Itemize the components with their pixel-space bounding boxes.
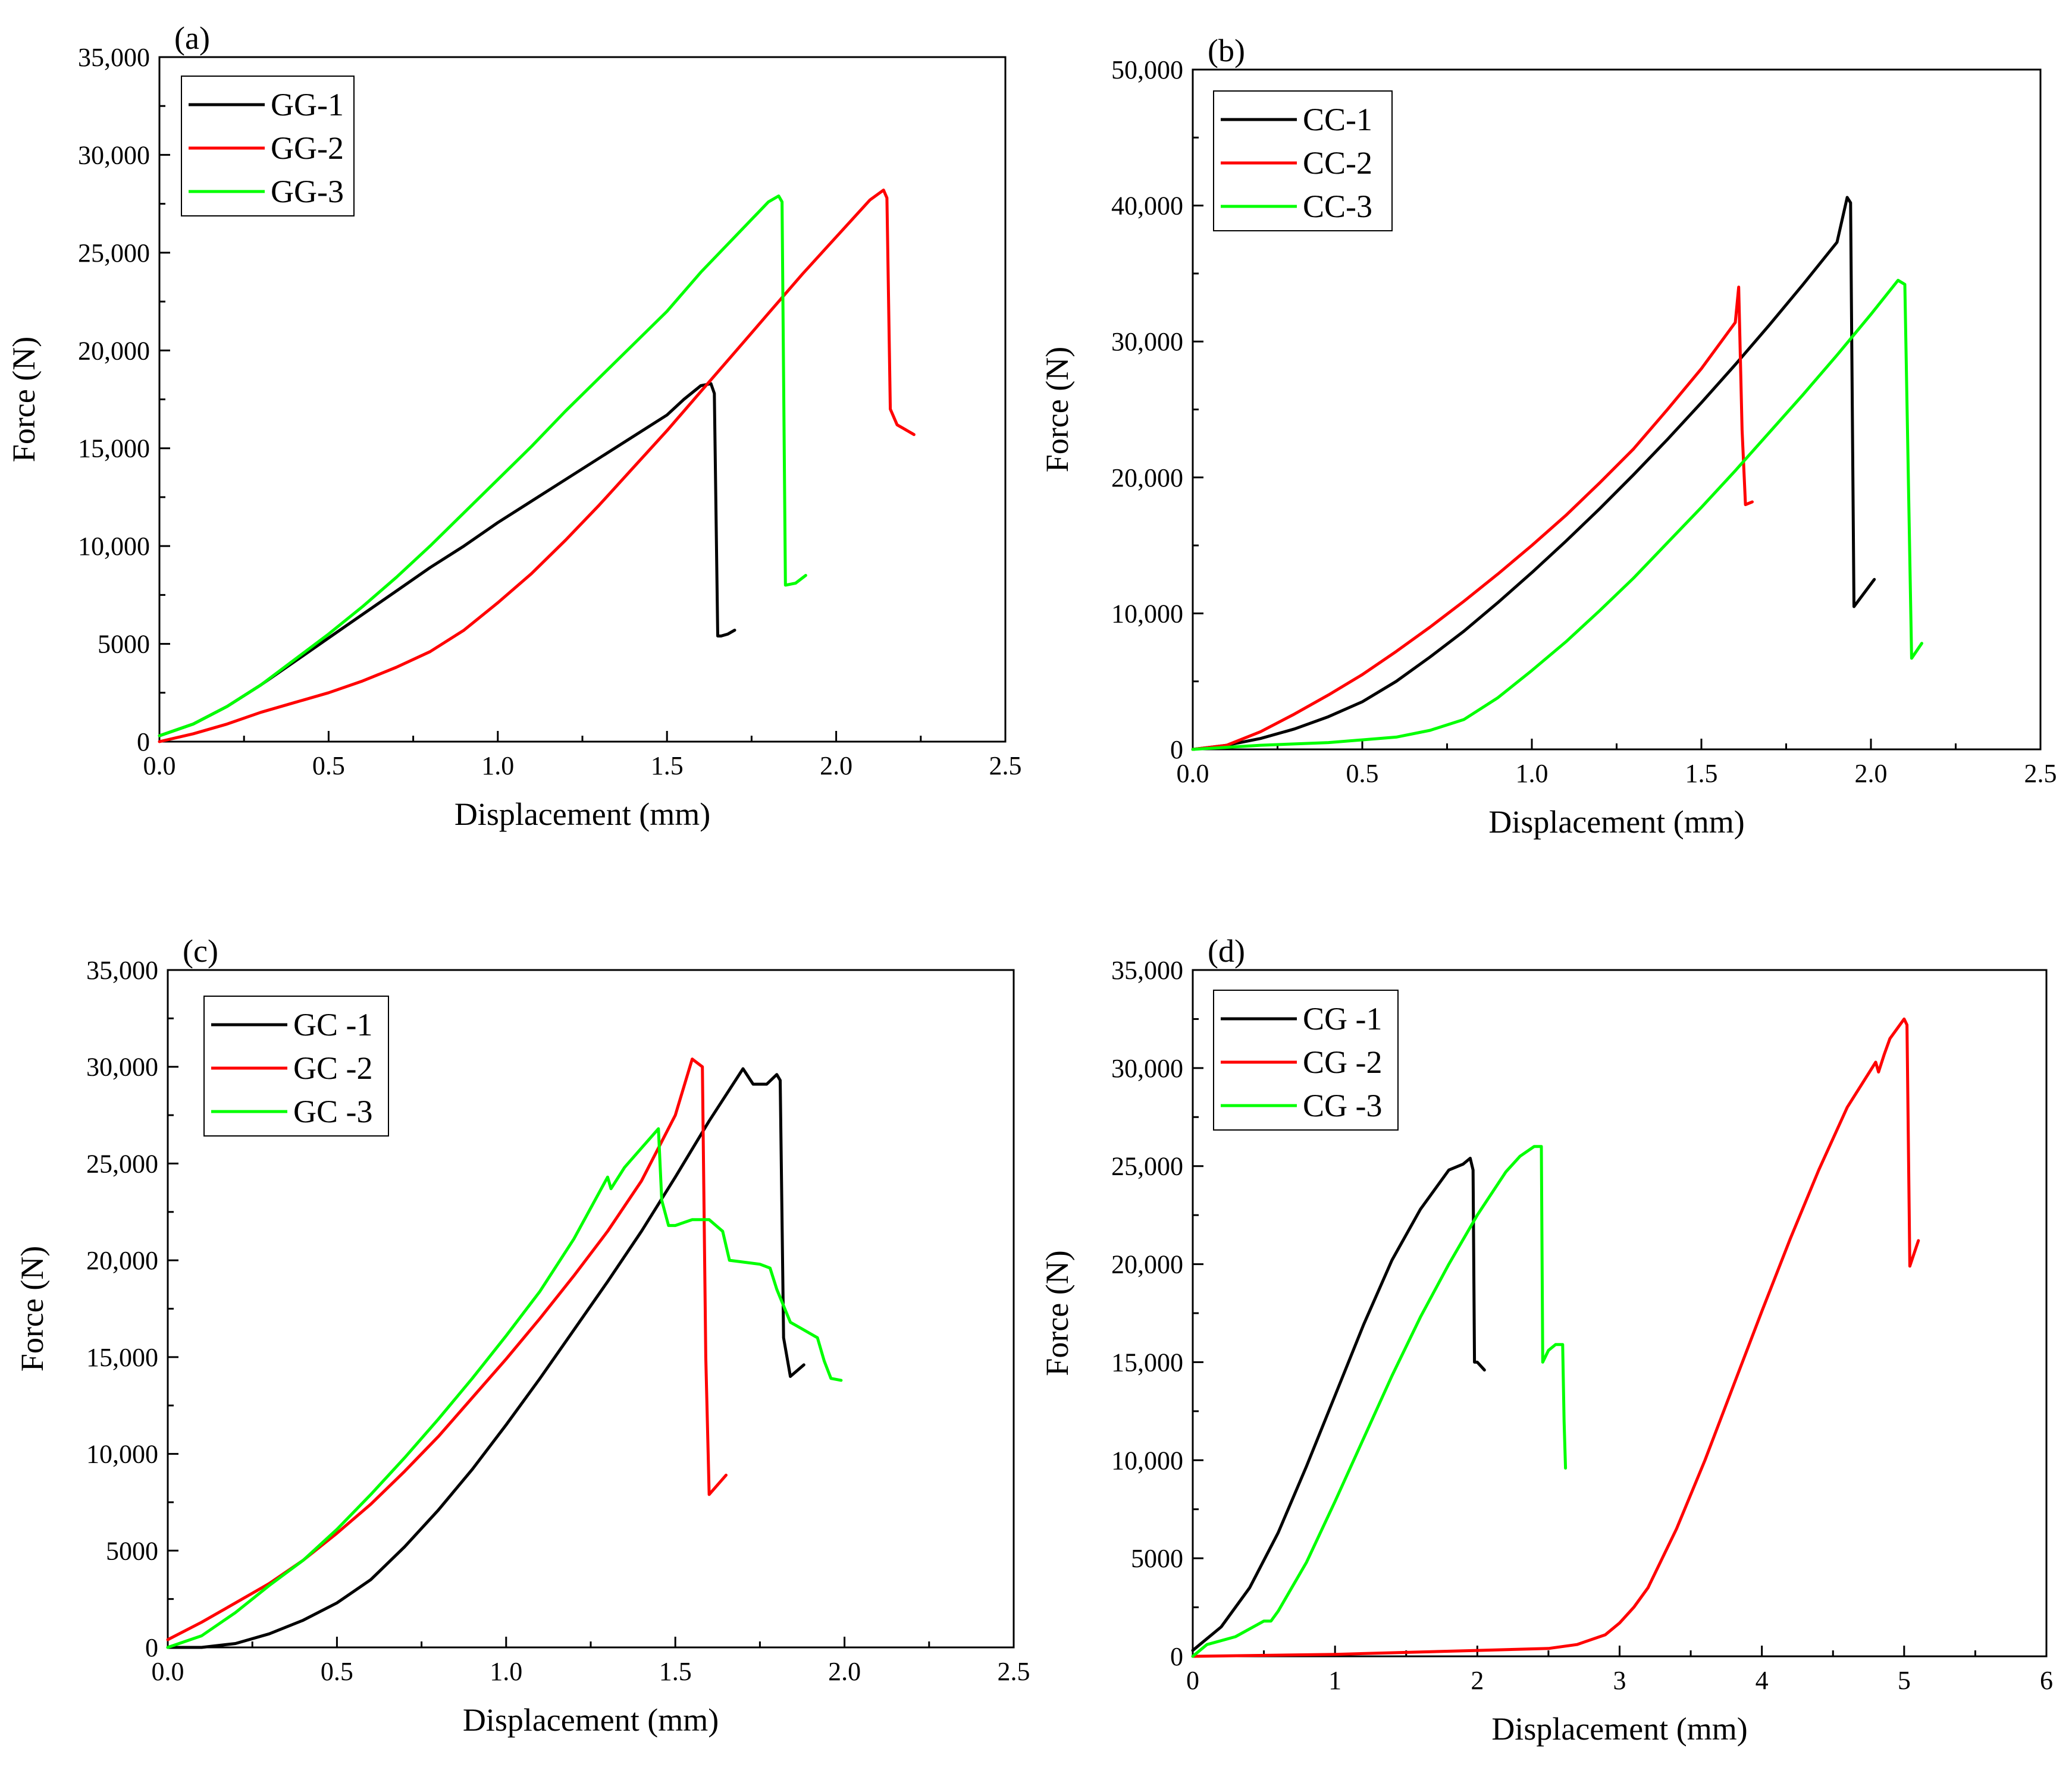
y-tick-label: 10,000: [1111, 599, 1183, 628]
x-tick-label: 6: [2040, 1666, 2053, 1695]
y-tick-label: 10,000: [78, 532, 150, 561]
y-tick-label: 10,000: [1111, 1446, 1183, 1475]
legend: GC -1 GC -2 GC -3: [203, 996, 389, 1137]
y-tick-label: 20,000: [1111, 463, 1183, 492]
legend-label: CG -1: [1303, 1001, 1383, 1037]
x-axis-title: Displacement (mm): [1491, 1711, 1747, 1747]
legend-label: GC -1: [293, 1007, 373, 1043]
x-tick-label: 2.0: [828, 1657, 861, 1686]
y-tick-label: 5000: [1131, 1544, 1183, 1573]
y-tick-label: 0: [145, 1633, 158, 1662]
x-tick-label: 0: [1186, 1666, 1199, 1695]
x-tick-label: 0.0: [152, 1657, 184, 1686]
y-tick-label: 20,000: [1111, 1250, 1183, 1279]
x-axis-title: Displacement (mm): [463, 1702, 719, 1738]
legend-label: GG-1: [271, 87, 344, 123]
y-tick-label: 5000: [98, 630, 150, 659]
series-line-cg-2: [1191, 1017, 1920, 1658]
legend-label: CG -2: [1303, 1044, 1383, 1080]
series-line-cc-2: [1191, 285, 1754, 751]
legend: GG-1 GG-2 GG-3: [181, 76, 355, 216]
panel-label: (b): [1208, 33, 1245, 68]
y-tick-label: 30,000: [1111, 327, 1183, 356]
series-line-cg-1: [1191, 1157, 1486, 1652]
x-tick-label: 1.0: [490, 1657, 522, 1686]
series-line-cc-3: [1191, 278, 1923, 751]
y-tick-label: 25,000: [78, 238, 150, 268]
series-line-gc-3: [166, 1127, 843, 1649]
chart-panel-2: 0.0 0.5 1.0 1.5 2.0 2.5 0 10,000 20,000 30,000 40,…: [1039, 33, 2057, 840]
y-tick-label: 15,000: [78, 434, 150, 463]
y-tick-label: 15,000: [86, 1343, 158, 1372]
x-axis-title: Displacement (mm): [454, 796, 710, 832]
y-tick-label: 10,000: [86, 1440, 158, 1469]
x-tick-label: 0.0: [1177, 759, 1209, 788]
y-tick-label: 35,000: [86, 956, 158, 985]
legend-label: CC-1: [1303, 102, 1372, 137]
legend: CG -1 CG -2 CG -3: [1213, 990, 1399, 1131]
x-tick-label: 0.5: [321, 1657, 353, 1686]
chart-panel-3: 0.0 0.5 1.0 1.5 2.0 2.5 0 5000 10,000 15,000 20,00…: [14, 933, 1030, 1738]
x-tick-label: 2: [1471, 1666, 1484, 1695]
y-tick-label: 20,000: [78, 336, 150, 365]
y-axis-title: Force (N): [14, 1246, 50, 1371]
x-tick-label: 3: [1613, 1666, 1626, 1695]
x-tick-label: 0.5: [312, 751, 345, 780]
series-line-gc-1: [166, 1067, 805, 1649]
x-tick-label: 2.5: [998, 1657, 1030, 1686]
series-line-cc-1: [1191, 196, 1876, 751]
series-line-gg-1: [158, 382, 736, 737]
y-tick-label: 35,000: [1111, 956, 1183, 985]
series-line-gg-2: [158, 189, 916, 743]
series-line-gg-3: [158, 194, 807, 737]
y-tick-label: 0: [1170, 1642, 1183, 1671]
legend: CC-1 CC-2 CC-3: [1213, 90, 1393, 231]
chart-panel-4: 0 1 2 3 4 5 6 0 5000 10,000 15,000 20,000 25,000 30,0…: [1039, 933, 2053, 1747]
y-tick-label: 0: [137, 727, 150, 756]
y-tick-label: 30,000: [1111, 1054, 1183, 1083]
y-axis-title: Force (N): [6, 337, 42, 462]
x-tick-label: 0.5: [1346, 759, 1379, 788]
legend-label: CC-3: [1303, 189, 1372, 224]
legend-label: GG-2: [271, 130, 344, 166]
y-tick-label: 35,000: [78, 43, 150, 72]
y-axis-title: Force (N): [1039, 1250, 1075, 1376]
y-tick-label: 20,000: [86, 1246, 158, 1275]
panel-label: (d): [1208, 933, 1245, 969]
y-tick-label: 30,000: [86, 1053, 158, 1082]
legend-label: GG-3: [271, 174, 344, 209]
x-tick-label: 1.5: [651, 751, 684, 780]
x-tick-label: 0.0: [143, 751, 176, 780]
x-axis-title: Displacement (mm): [1488, 804, 1744, 840]
y-tick-label: 25,000: [1111, 1152, 1183, 1181]
x-tick-label: 4: [1756, 1666, 1769, 1695]
x-tick-label: 2.0: [1855, 759, 1888, 788]
chart-panel-1: 0.0 0.5 1.0 1.5 2.0 2.5 0 5000 10,000 15,000 20,00…: [6, 20, 1022, 832]
legend-label: CG -3: [1303, 1088, 1383, 1123]
y-tick-label: 0: [1170, 735, 1183, 764]
panel-label: (a): [174, 20, 210, 56]
series-line-cg-3: [1191, 1145, 1568, 1658]
legend-label: GC -2: [293, 1050, 373, 1086]
x-tick-label: 1.0: [481, 751, 514, 780]
y-tick-label: 15,000: [1111, 1348, 1183, 1377]
y-tick-label: 50,000: [1111, 55, 1183, 84]
y-tick-label: 40,000: [1111, 192, 1183, 221]
x-tick-label: 1.0: [1516, 759, 1548, 788]
legend-label: GC -3: [293, 1094, 373, 1129]
y-axis-title: Force (N): [1039, 347, 1075, 472]
x-tick-label: 2.0: [820, 751, 852, 780]
x-tick-label: 2.5: [2024, 759, 2057, 788]
panel-label: (c): [183, 933, 218, 969]
y-tick-label: 25,000: [86, 1149, 158, 1178]
x-tick-label: 2.5: [989, 751, 1022, 780]
y-tick-label: 30,000: [78, 140, 150, 169]
x-tick-label: 5: [1898, 1666, 1911, 1695]
x-tick-label: 1: [1328, 1666, 1341, 1695]
x-tick-label: 1.5: [1685, 759, 1718, 788]
x-tick-label: 1.5: [659, 1657, 692, 1686]
y-tick-label: 5000: [106, 1536, 158, 1565]
legend-label: CC-2: [1303, 145, 1372, 181]
